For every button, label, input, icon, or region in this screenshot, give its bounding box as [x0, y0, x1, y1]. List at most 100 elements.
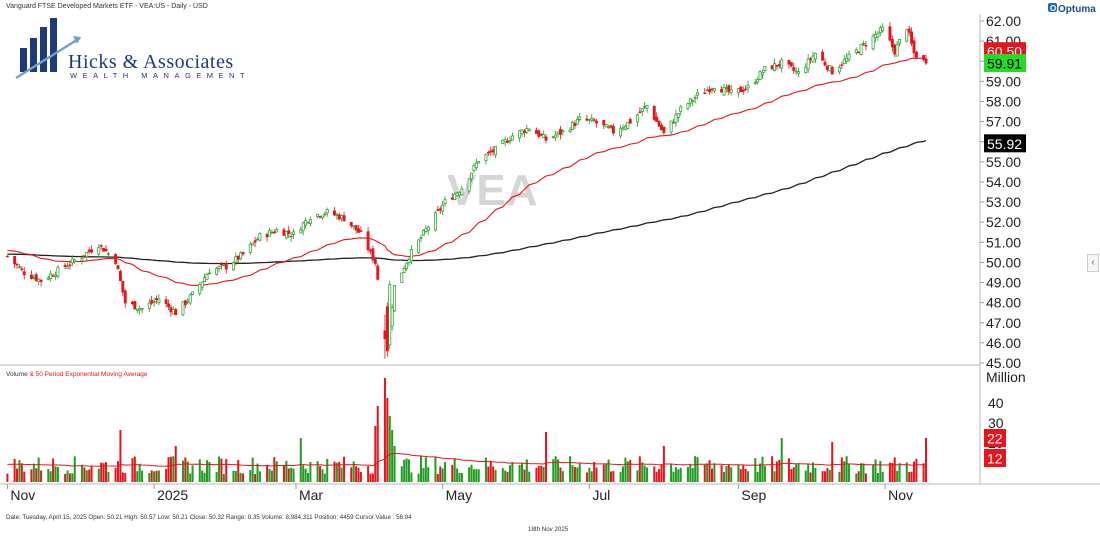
- time-tick-label: Mar: [299, 487, 323, 503]
- volume-bar: [35, 468, 38, 482]
- price-candle: [248, 241, 252, 256]
- volume-bar: [73, 456, 76, 482]
- price-candle: [621, 124, 625, 132]
- svg-text:Hicks & Associates: Hicks & Associates: [68, 51, 234, 73]
- volume-bar: [691, 468, 694, 482]
- volume-bar: [102, 463, 105, 482]
- price-candle: [736, 88, 740, 98]
- collapse-panel-button[interactable]: ‹: [1087, 254, 1099, 272]
- price-tick-label: 58.00: [986, 93, 1021, 109]
- volume-bar: [686, 466, 689, 482]
- price-tick-label: 62.00: [986, 13, 1021, 29]
- price-candle: [438, 206, 442, 215]
- price-candle: [708, 85, 712, 95]
- price-candle: [292, 228, 296, 240]
- volume-bar: [316, 461, 319, 482]
- volume-bar: [501, 468, 504, 482]
- volume-bar: [249, 469, 252, 482]
- volume-bar: [557, 459, 560, 482]
- price-candle: [467, 178, 471, 195]
- volume-bar: [165, 468, 168, 482]
- volume-bar: [468, 467, 471, 482]
- price-candle: [864, 41, 868, 51]
- volume-bar: [811, 462, 814, 482]
- volume-bar: [131, 458, 134, 482]
- volume-bar: [874, 459, 877, 482]
- price-candle: [559, 126, 562, 140]
- price-candle: [316, 213, 320, 219]
- price-candle: [534, 127, 538, 134]
- volume-bar: [242, 473, 245, 482]
- price-candle: [477, 161, 481, 164]
- volume-bar: [775, 461, 778, 482]
- price-candle: [840, 61, 844, 70]
- volume-bar: [689, 463, 692, 482]
- price-candle: [924, 54, 928, 66]
- price-tick-label: 52.00: [986, 214, 1021, 230]
- volume-bar: [672, 471, 675, 482]
- price-candle: [859, 43, 863, 56]
- volume-bar: [484, 457, 487, 482]
- volume-panel-title: Volume & 50 Period Exponential Moving Av…: [6, 371, 148, 378]
- volume-bar: [723, 471, 726, 482]
- volume-bar: [759, 463, 762, 482]
- volume-badge: 22: [984, 429, 1006, 447]
- volume-bar: [636, 470, 639, 482]
- volume-bar: [511, 462, 514, 482]
- price-candle: [905, 29, 909, 43]
- volume-bar: [624, 457, 627, 482]
- volume-bar: [266, 465, 269, 482]
- volume-bar: [744, 468, 747, 482]
- price-candle: [123, 289, 127, 308]
- volume-bar: [376, 406, 379, 482]
- price-candle: [881, 23, 885, 33]
- volume-bar: [872, 464, 875, 482]
- price-candle: [578, 113, 582, 122]
- volume-bar: [706, 463, 709, 482]
- volume-bar: [898, 463, 901, 482]
- volume-bar: [826, 468, 829, 482]
- price-candle: [753, 78, 757, 85]
- price-candle: [15, 262, 19, 269]
- price-candle: [712, 87, 716, 94]
- time-tick-label: 2025: [157, 487, 188, 503]
- price-candle: [287, 225, 291, 238]
- price-tick-label: 57.00: [986, 114, 1021, 130]
- price-candle: [611, 123, 615, 136]
- price-candle: [688, 98, 692, 107]
- volume-title-label: Volume: [6, 371, 28, 378]
- price-candle: [443, 196, 447, 207]
- volume-bar: [64, 473, 67, 482]
- price-candle: [674, 109, 678, 127]
- price-candle: [200, 281, 204, 291]
- price-candle: [724, 84, 728, 93]
- volume-bar: [643, 465, 646, 482]
- price-candle: [484, 153, 488, 165]
- volume-bar: [23, 471, 26, 482]
- price-candle: [140, 307, 144, 314]
- price-candle: [393, 285, 397, 312]
- volume-bar: [287, 468, 290, 482]
- price-candle: [741, 86, 745, 95]
- volume-bar: [456, 468, 459, 482]
- volume-bar: [725, 466, 728, 482]
- volume-bar: [843, 461, 846, 482]
- candle-series: [5, 22, 928, 359]
- volume-bar: [138, 463, 141, 482]
- sma-200-line: [7, 139, 927, 265]
- volume-bar: [710, 468, 713, 482]
- volume-bar: [167, 457, 170, 482]
- volume-bar: [585, 472, 588, 482]
- volume-bar: [857, 471, 860, 482]
- price-candle: [56, 265, 60, 279]
- volume-bar: [795, 464, 798, 482]
- price-candle: [789, 61, 793, 68]
- price-candle: [744, 85, 748, 91]
- volume-bar: [588, 467, 591, 482]
- volume-bar: [809, 472, 812, 482]
- volume-bar: [763, 465, 766, 482]
- volume-bar: [410, 472, 413, 482]
- price-candle: [39, 279, 43, 287]
- price-candle: [847, 50, 851, 63]
